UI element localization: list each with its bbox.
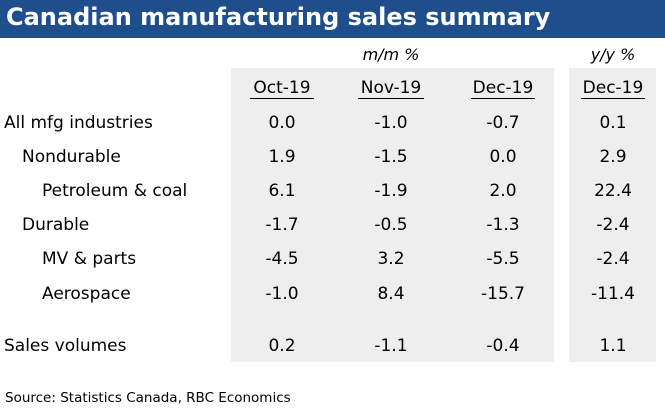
- chart-title: Canadian manufacturing sales summary: [6, 3, 551, 31]
- table-cell: 0.2: [268, 336, 296, 356]
- row-label: All mfg industries: [4, 113, 153, 133]
- column-header: Dec-19: [471, 78, 535, 99]
- table-cell: -1.3: [486, 215, 520, 235]
- table-cell: -0.4: [486, 336, 520, 356]
- table-cell: -1.1: [374, 336, 408, 356]
- row-label: Durable: [22, 215, 90, 235]
- column-group-label: y/y %: [590, 45, 636, 64]
- table-cell: -0.5: [374, 215, 408, 235]
- table-cell: 1.1: [599, 336, 627, 356]
- table-cell: -2.4: [596, 249, 630, 269]
- table-cell: -1.0: [374, 113, 408, 133]
- table-cell: -1.7: [265, 215, 299, 235]
- table-cell: 0.0: [489, 147, 517, 167]
- source-note: Source: Statistics Canada, RBC Economics: [5, 390, 291, 406]
- table-cell: 8.4: [377, 284, 405, 304]
- column-header: Nov-19: [358, 78, 424, 99]
- table-cell: 0.0: [268, 113, 296, 133]
- title-bar: Canadian manufacturing sales summary: [0, 0, 665, 38]
- yy-column-panel: [569, 68, 656, 362]
- table-cell: -2.4: [596, 215, 630, 235]
- row-label: MV & parts: [42, 249, 137, 269]
- table-cell: 2.0: [489, 181, 517, 201]
- row-label: Sales volumes: [4, 336, 127, 356]
- mm-column-panel: [231, 68, 554, 362]
- table-cell: -1.9: [374, 181, 408, 201]
- table-cell: -1.5: [374, 147, 408, 167]
- table-cell: -5.5: [486, 249, 520, 269]
- column-group-label: m/m %: [362, 45, 420, 64]
- table-cell: 2.9: [599, 147, 627, 167]
- row-label: Nondurable: [22, 147, 121, 167]
- table-cell: -1.0: [265, 284, 299, 304]
- column-header: Oct-19: [250, 78, 314, 99]
- table-cell: 22.4: [594, 181, 632, 201]
- table-cell: 6.1: [268, 181, 296, 201]
- table-cell: 0.1: [599, 113, 627, 133]
- table-cell: -0.7: [486, 113, 520, 133]
- row-label: Petroleum & coal: [42, 181, 188, 201]
- table-cell: 1.9: [268, 147, 296, 167]
- row-label: Aerospace: [42, 284, 131, 304]
- table-cell: -11.4: [591, 284, 635, 304]
- table-cell: 3.2: [377, 249, 405, 269]
- table-cell: -15.7: [481, 284, 525, 304]
- table-cell: -4.5: [265, 249, 299, 269]
- column-header: Dec-19: [581, 78, 645, 99]
